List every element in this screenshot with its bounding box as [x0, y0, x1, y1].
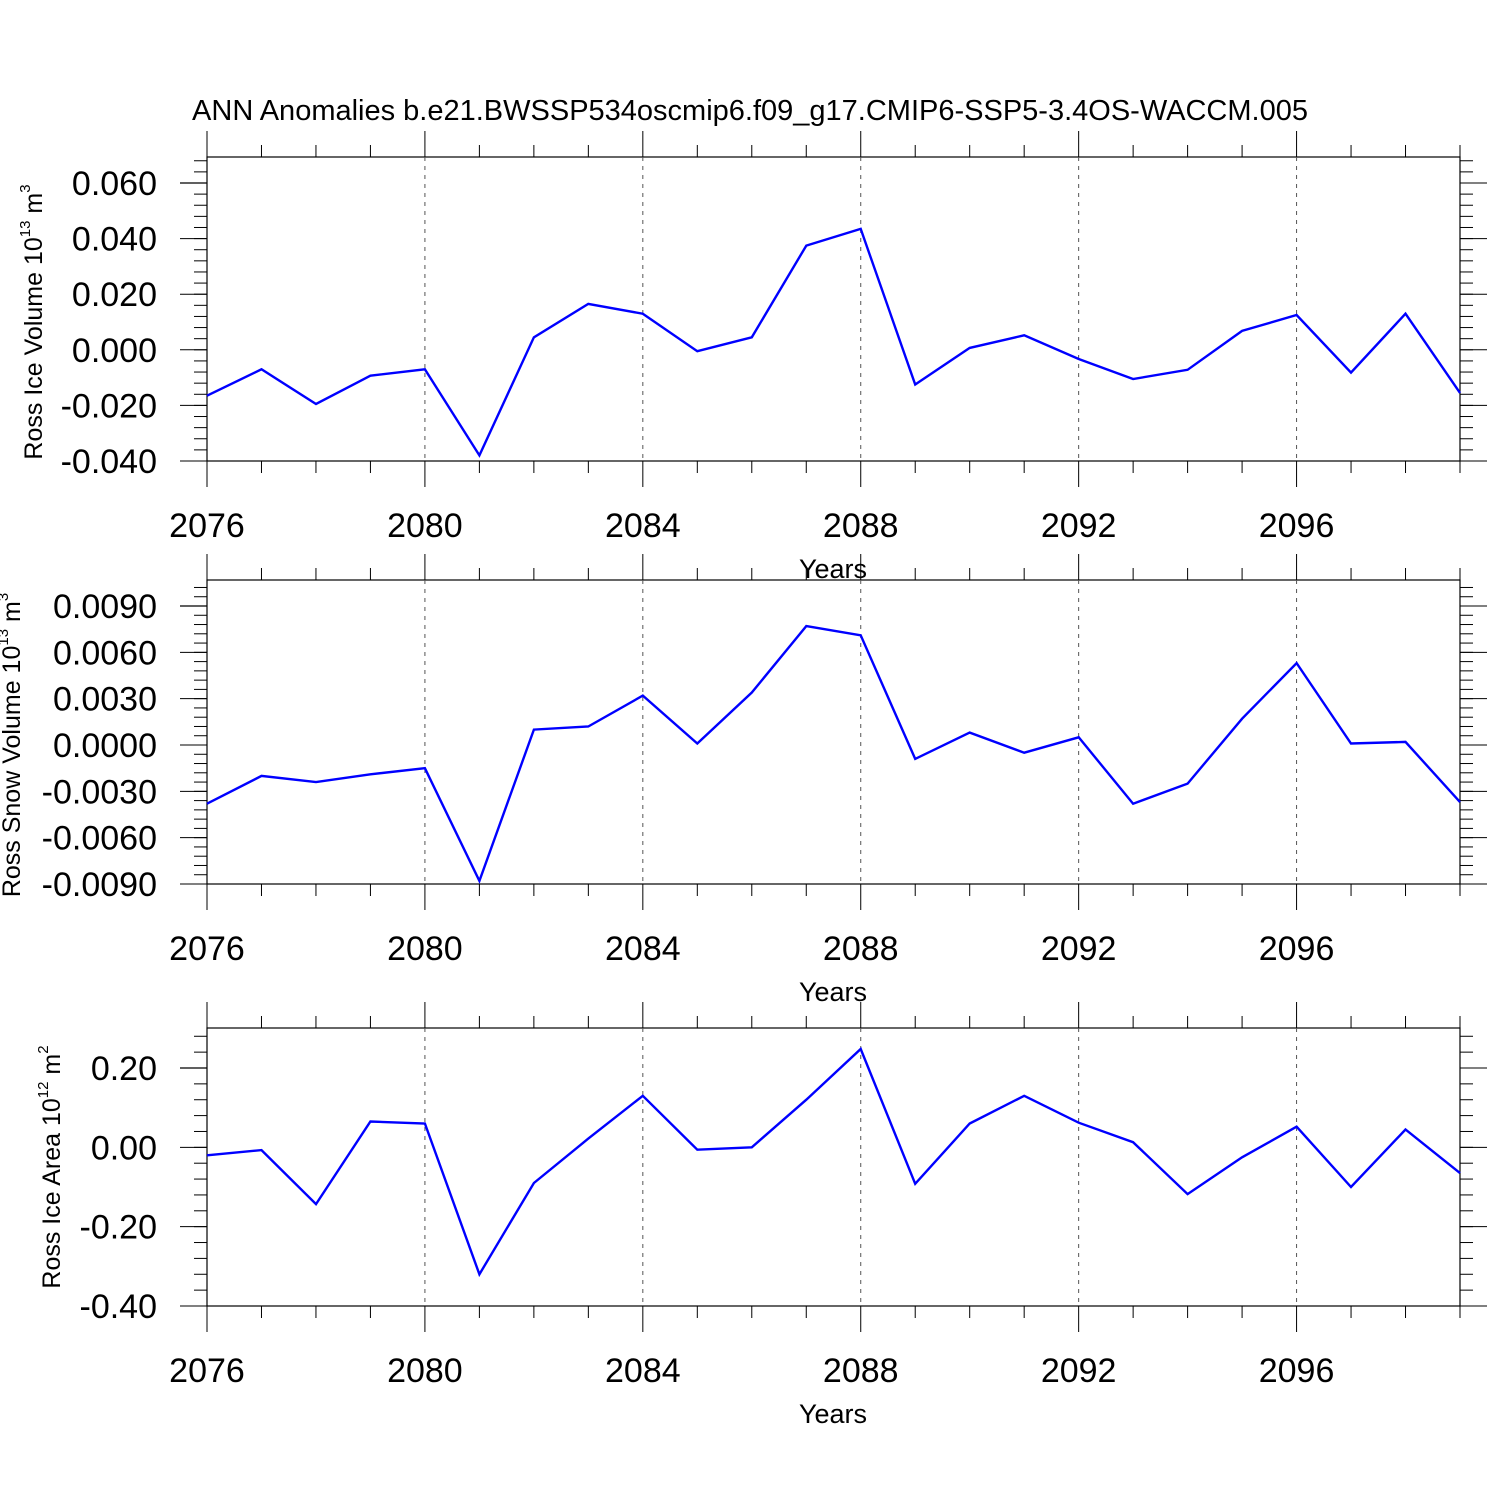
y-tick-label: 0.0000	[53, 727, 157, 765]
plot-frame	[206, 1027, 1461, 1307]
y-tick-label: -0.0090	[42, 866, 157, 904]
y-tick-label: -0.020	[61, 387, 157, 425]
chart-title: ANN Anomalies b.e21.BWSSP534oscmip6.f09_…	[192, 95, 1308, 127]
y-tick-label: 0.0090	[53, 588, 157, 626]
y-tick-label: 0.0030	[53, 681, 157, 719]
y-tick-label: -0.20	[80, 1209, 158, 1247]
x-tick-label: 2084	[605, 507, 681, 545]
plot-frame	[206, 156, 1461, 462]
x-tick-label: 2080	[387, 1352, 463, 1390]
series-line-ice-volume	[206, 227, 1461, 458]
y-tick-label: -0.0030	[42, 773, 157, 811]
x-axis-title: Years	[799, 554, 867, 584]
y-tick-label: 0.0060	[53, 634, 157, 672]
x-tick-label: 2076	[169, 1352, 245, 1390]
x-tick-label: 2096	[1259, 1352, 1335, 1390]
series-line-snow-volume	[206, 624, 1461, 884]
x-tick-label: 2088	[823, 930, 899, 968]
x-axis-title: Years	[799, 977, 867, 1007]
x-tick-label: 2076	[169, 930, 245, 968]
x-axis-title: Years	[799, 1399, 867, 1429]
x-tick-label: 2084	[605, 1352, 681, 1390]
y-tick-label: 0.020	[72, 276, 157, 314]
x-tick-label: 2080	[387, 507, 463, 545]
y-axis-title: Ross Ice Volume 1013 m3	[17, 184, 48, 459]
x-tick-label: 2092	[1041, 507, 1117, 545]
x-tick-label: 2088	[823, 507, 899, 545]
y-tick-label: -0.40	[80, 1288, 158, 1326]
x-tick-label: 2080	[387, 930, 463, 968]
panel-snow-volume: 0.0090 0.0060 0.0030 0.0000 -0.0030 -0.0060 -0…	[0, 554, 1487, 1007]
x-tick-label: 2084	[605, 930, 681, 968]
x-tick-label: 2088	[823, 1352, 899, 1390]
y-tick-label: 0.040	[72, 221, 157, 259]
plot-frame	[206, 579, 1461, 885]
y-axis-title: Ross Ice Area 1012 m2	[35, 1045, 66, 1288]
y-tick-label: 0.060	[72, 165, 157, 203]
x-tick-label: 2092	[1041, 1352, 1117, 1390]
x-tick-label: 2092	[1041, 930, 1117, 968]
x-tick-label: 2096	[1259, 930, 1335, 968]
panel-ice-volume: 0.060 0.040 0.020 0.000 -0.020 -0.040 2076 2080…	[17, 131, 1487, 584]
y-axis-title: Ross Snow Volume 1013 m3	[0, 593, 26, 897]
y-tick-label: -0.0060	[42, 820, 157, 858]
panel-ice-area: 0.20 0.00 -0.20 -0.40 2076 2080 2084 2088 2092 20…	[35, 1002, 1487, 1429]
x-tick-label: 2096	[1259, 507, 1335, 545]
y-tick-label: 0.20	[91, 1050, 157, 1088]
x-tick-label: 2076	[169, 507, 245, 545]
y-tick-label: -0.040	[61, 443, 157, 481]
series-line-ice-area	[206, 1046, 1461, 1278]
y-tick-label: 0.00	[91, 1129, 157, 1167]
y-tick-label: 0.000	[72, 332, 157, 370]
